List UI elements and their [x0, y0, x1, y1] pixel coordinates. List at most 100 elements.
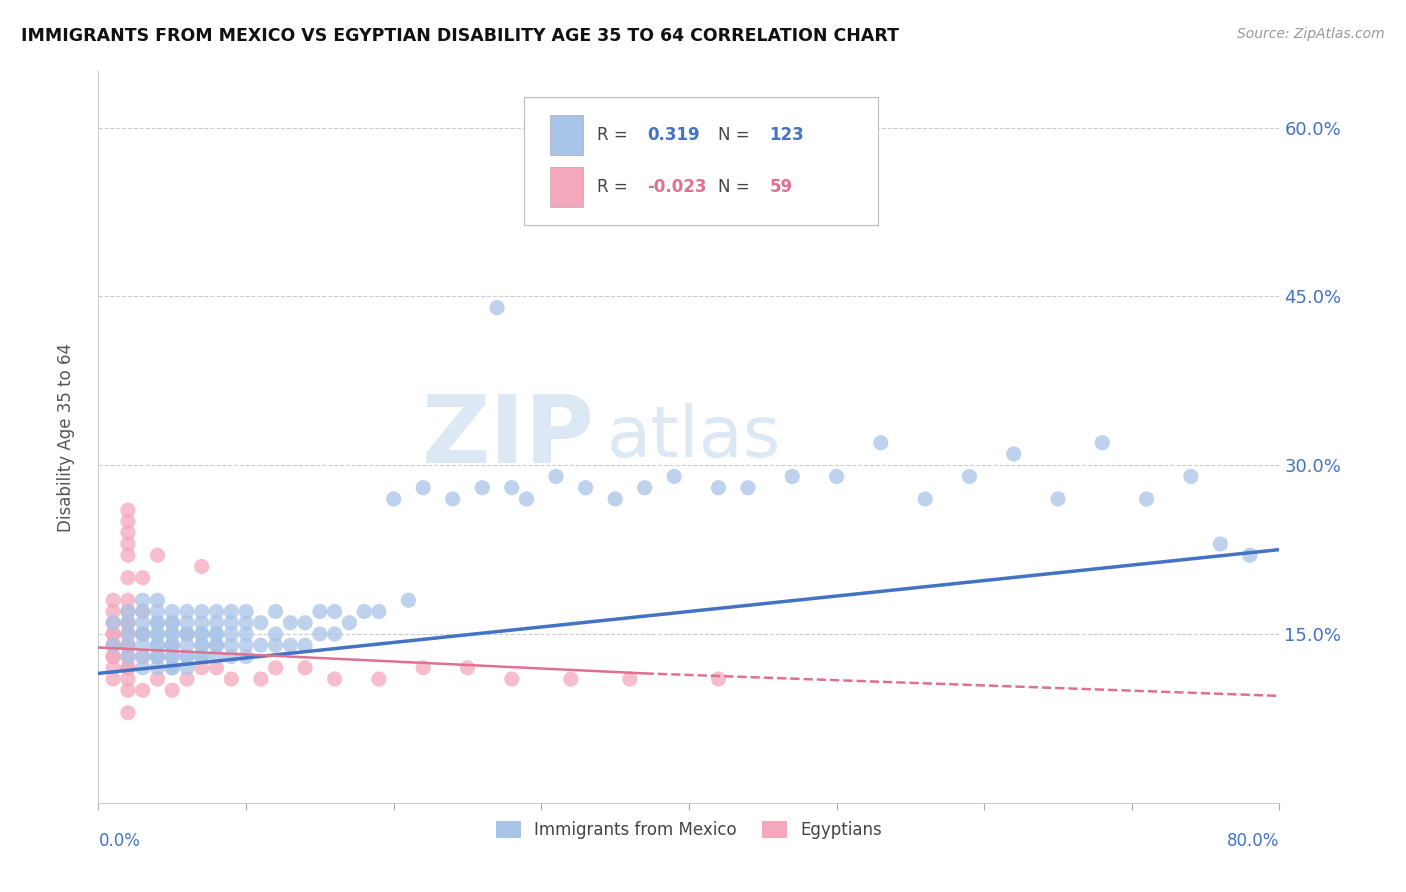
- Point: [221, 649, 243, 664]
- Point: [117, 638, 139, 652]
- Point: [117, 627, 139, 641]
- Point: [117, 605, 139, 619]
- Point: [176, 649, 198, 664]
- Point: [162, 661, 183, 675]
- Point: [205, 615, 228, 630]
- Point: [707, 481, 730, 495]
- Point: [294, 638, 316, 652]
- Point: [1136, 491, 1159, 506]
- Point: [412, 481, 434, 495]
- Point: [146, 649, 169, 664]
- Point: [664, 469, 686, 483]
- Point: [132, 627, 155, 641]
- Point: [1002, 447, 1025, 461]
- Point: [132, 593, 155, 607]
- Point: [117, 638, 139, 652]
- Text: R =: R =: [596, 126, 633, 144]
- Point: [368, 672, 391, 686]
- Point: [441, 491, 464, 506]
- Point: [191, 661, 214, 675]
- Point: [146, 548, 169, 562]
- Legend: Immigrants from Mexico, Egyptians: Immigrants from Mexico, Egyptians: [489, 814, 889, 846]
- Point: [103, 649, 125, 664]
- Point: [264, 605, 287, 619]
- Point: [235, 649, 257, 664]
- Point: [117, 615, 139, 630]
- Point: [323, 672, 346, 686]
- Point: [382, 491, 405, 506]
- Point: [1091, 435, 1114, 450]
- Point: [117, 627, 139, 641]
- Point: [707, 672, 730, 686]
- Point: [132, 605, 155, 619]
- Point: [117, 537, 139, 551]
- Point: [486, 301, 509, 315]
- Point: [146, 649, 169, 664]
- Point: [146, 672, 169, 686]
- Text: atlas: atlas: [606, 402, 780, 472]
- Text: N =: N =: [718, 126, 755, 144]
- Point: [146, 649, 169, 664]
- Point: [280, 638, 302, 652]
- Point: [146, 638, 169, 652]
- Point: [162, 661, 183, 675]
- Point: [191, 638, 214, 652]
- Point: [221, 638, 243, 652]
- Point: [176, 661, 198, 675]
- Point: [309, 627, 332, 641]
- Point: [117, 615, 139, 630]
- Point: [162, 638, 183, 652]
- FancyBboxPatch shape: [523, 97, 877, 225]
- Point: [146, 615, 169, 630]
- Point: [103, 638, 125, 652]
- Point: [605, 491, 627, 506]
- Point: [205, 661, 228, 675]
- Point: [103, 638, 125, 652]
- Point: [339, 615, 361, 630]
- Point: [250, 638, 273, 652]
- Point: [132, 649, 155, 664]
- Point: [221, 627, 243, 641]
- Point: [1046, 491, 1070, 506]
- Text: R =: R =: [596, 178, 633, 196]
- Point: [1239, 548, 1261, 562]
- Point: [501, 481, 523, 495]
- Point: [117, 649, 139, 664]
- Point: [162, 627, 183, 641]
- Point: [117, 605, 139, 619]
- Point: [162, 638, 183, 652]
- Point: [575, 481, 598, 495]
- Point: [250, 672, 273, 686]
- Point: [398, 593, 420, 607]
- Point: [117, 571, 139, 585]
- Point: [132, 638, 155, 652]
- Point: [235, 605, 257, 619]
- Point: [162, 638, 183, 652]
- Point: [323, 627, 346, 641]
- Point: [103, 649, 125, 664]
- Point: [117, 649, 139, 664]
- Point: [162, 615, 183, 630]
- Point: [294, 661, 316, 675]
- Point: [1209, 537, 1232, 551]
- Point: [870, 435, 893, 450]
- Point: [191, 627, 214, 641]
- Point: [117, 593, 139, 607]
- Point: [117, 672, 139, 686]
- Point: [162, 615, 183, 630]
- Point: [117, 627, 139, 641]
- Point: [103, 627, 125, 641]
- Point: [737, 481, 759, 495]
- Point: [132, 627, 155, 641]
- Point: [132, 627, 155, 641]
- Point: [205, 605, 228, 619]
- Point: [782, 469, 804, 483]
- Point: [221, 672, 243, 686]
- Point: [162, 649, 183, 664]
- Point: [176, 649, 198, 664]
- Point: [117, 638, 139, 652]
- Point: [176, 627, 198, 641]
- Point: [309, 605, 332, 619]
- Point: [205, 627, 228, 641]
- Point: [191, 649, 214, 664]
